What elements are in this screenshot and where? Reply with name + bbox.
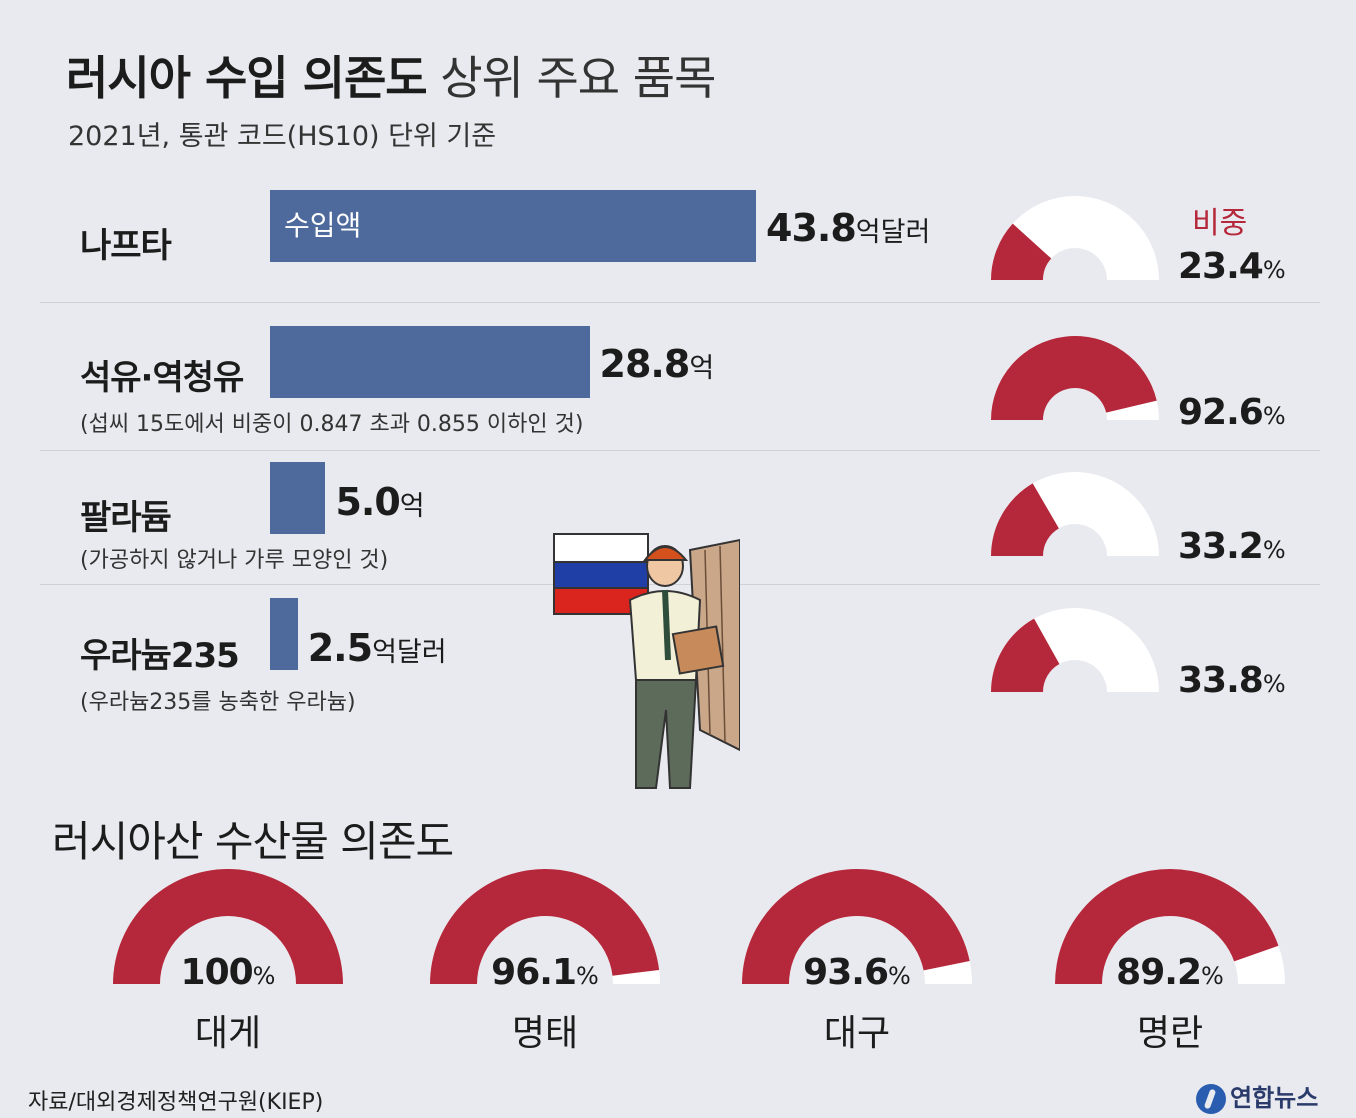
item-note-palladium: (가공하지 않거나 가루 모양인 것) (80, 548, 389, 573)
bar-series-label: 수입액 (284, 209, 362, 242)
share-gauge-petroleum-fill (991, 335, 1157, 420)
value-unit: 억 (689, 353, 715, 384)
value-label-naphtha: 43.8억달러 (766, 206, 930, 250)
value-number: 2.5 (307, 626, 373, 670)
bar-uranium (270, 598, 298, 670)
value-label-uranium: 2.5억달러 (308, 626, 447, 670)
brand-icon (1196, 1084, 1226, 1114)
item-note-petroleum: (섭씨 15도에서 비중이 0.847 초과 0.855 이하인 것) (80, 412, 584, 437)
share-gauge-naphtha (991, 196, 1159, 280)
bar-naphtha: 수입액 (270, 190, 756, 262)
fish-unit: % (252, 962, 276, 990)
fish-number: 100 (180, 952, 254, 993)
fish-number: 89.2 (1116, 952, 1202, 993)
share-gauge-uranium-fill (991, 618, 1060, 692)
fish-name-pollock-roe: 명란 (1136, 1013, 1204, 1054)
brand-name: 연합뉴스 (1230, 1084, 1319, 1112)
share-unit: % (1262, 536, 1286, 564)
fish-gauge-cod-fill (742, 869, 970, 984)
share-unit: % (1262, 402, 1286, 430)
value-unit: 억 (399, 491, 425, 522)
fish-number: 96.1 (491, 952, 577, 993)
fish-gauge-pollock (430, 868, 660, 984)
row-separator (40, 450, 1320, 451)
fish-name-pollock: 명태 (511, 1013, 579, 1054)
share-gauge-uranium (991, 608, 1159, 692)
bar-petroleum (270, 326, 590, 398)
share-number: 33.2 (1178, 526, 1264, 567)
fish-value-pollock-roe: 89.2% (1055, 952, 1285, 993)
fish-gauge-cod (742, 869, 972, 984)
source-note: 자료/대외경제정책연구원(KIEP) (28, 1090, 324, 1115)
share-header: 비중 (1192, 206, 1248, 241)
value-number: 43.8 (766, 206, 857, 250)
value-label-petroleum: 28.8억 (600, 342, 715, 386)
russian-flag-icon (553, 533, 649, 615)
fish-gauge-pollock-roe-fill (1055, 869, 1279, 984)
fish-gauge-snowcrab (113, 869, 343, 984)
share-gauge-petroleum (991, 335, 1159, 420)
item-name-naphtha: 나프타 (80, 226, 172, 266)
fish-unit: % (888, 962, 911, 990)
title-bold: 러시아 수입 의존도 (66, 51, 428, 105)
value-label-palladium: 5.0억 (335, 480, 424, 524)
share-value-uranium: 33.8% (1178, 660, 1286, 701)
fish-gauge-snowcrab-fill (113, 869, 343, 984)
fish-value-snowcrab: 100% (113, 952, 343, 993)
share-number: 33.8 (1178, 660, 1264, 701)
worker-illustration (553, 533, 740, 789)
share-number: 92.6 (1178, 392, 1264, 433)
fish-gauge-pollock-fill (430, 868, 660, 984)
fish-value-cod: 93.6% (742, 952, 972, 993)
fish-name-cod: 대구 (823, 1013, 891, 1054)
share-gauge-palladium (991, 472, 1159, 556)
title-light: 상위 주요 품목 (440, 51, 716, 105)
row-separator (40, 302, 1320, 303)
value-number: 28.8 (599, 342, 691, 386)
item-note-uranium: (우라늄235를 농축한 우라늄) (80, 690, 356, 715)
fish-gauge-pollock-roe (1055, 869, 1285, 984)
share-value-petroleum: 92.6% (1178, 392, 1286, 433)
section2-title: 러시아산 수산물 의존도 (52, 817, 454, 866)
value-unit: 억달러 (855, 217, 931, 248)
worker-icon (628, 545, 725, 789)
fish-unit: % (576, 962, 599, 990)
item-name-petroleum: 석유·역청유 (80, 358, 244, 398)
brand-logo: 연합뉴스 (1196, 1078, 1318, 1114)
value-unit: 억달러 (372, 637, 447, 668)
row-separator (40, 584, 1320, 585)
subtitle: 2021년, 통관 코드(HS10) 단위 기준 (68, 121, 497, 152)
fish-name-snowcrab: 대게 (194, 1013, 262, 1054)
share-gauge-naphtha-fill (991, 223, 1052, 280)
fish-number: 93.6 (803, 952, 889, 993)
share-unit: % (1262, 670, 1286, 698)
bar-palladium (270, 462, 326, 534)
fish-unit: % (1201, 962, 1224, 990)
page-title: 러시아 수입 의존도 상위 주요 품목 (66, 42, 716, 108)
share-value-palladium: 33.2% (1178, 526, 1286, 567)
share-gauge-palladium-fill (991, 483, 1059, 556)
item-name-uranium: 우라늄235 (80, 636, 240, 676)
value-number: 5.0 (335, 480, 400, 524)
share-number: 23.4 (1178, 246, 1264, 287)
item-name-palladium: 팔라듐 (80, 498, 172, 538)
share-unit: % (1262, 256, 1286, 284)
share-value-naphtha: 23.4% (1178, 246, 1286, 287)
fish-value-pollock: 96.1% (430, 952, 660, 993)
